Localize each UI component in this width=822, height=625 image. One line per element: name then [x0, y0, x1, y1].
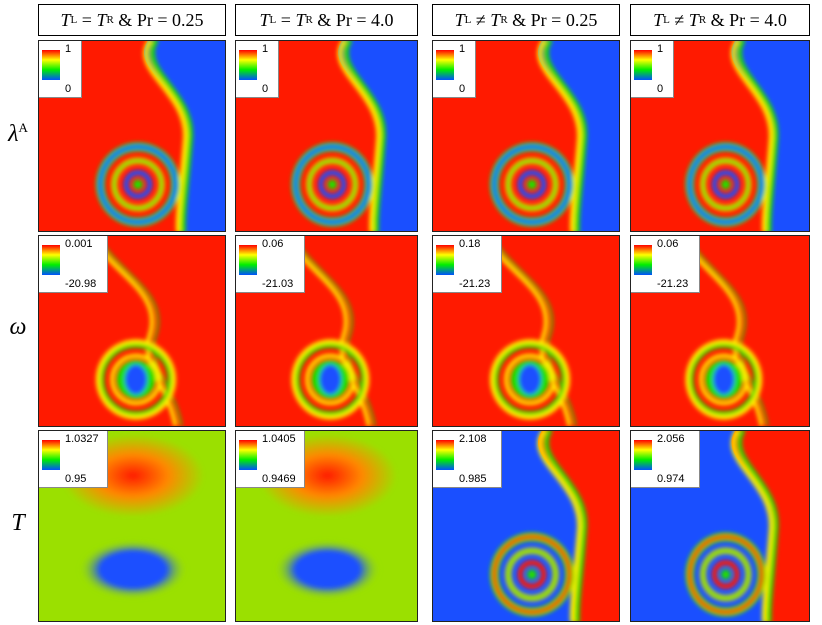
colorbar — [634, 245, 652, 275]
colorbar-min-label: 0.95 — [65, 473, 87, 485]
colorbar — [634, 50, 652, 80]
panel-temperature-col4: 2.056 0.974 — [630, 430, 810, 622]
colorbar-max-label: 2.056 — [657, 433, 685, 445]
colorbar — [634, 440, 652, 470]
colorbar-min-label: -21.23 — [657, 278, 689, 290]
colorbar-max-label: 0.18 — [459, 238, 481, 250]
colorbar-min-label: 0.9469 — [262, 473, 296, 485]
colorbar-min-label: 0 — [65, 83, 72, 95]
colorbar-min-label: -20.98 — [65, 278, 97, 290]
row-label-temperature: T — [11, 510, 25, 536]
colorbar-legend: 2.108 0.985 — [433, 431, 502, 488]
colorbar-min-label: 0 — [657, 83, 664, 95]
colorbar-min-label: 0 — [262, 83, 269, 95]
panel-temperature-col2: 1.0405 0.9469 — [235, 430, 418, 622]
colorbar-min-label: -21.03 — [262, 278, 294, 290]
colorbar-min-label: 0.974 — [657, 473, 685, 485]
colorbar-max-label: 1.0405 — [262, 433, 296, 445]
colorbar-max-label: 1 — [657, 43, 664, 55]
row-label-omega: ω — [9, 314, 27, 340]
colorbar-max-label: 1 — [65, 43, 72, 55]
colorbar — [239, 50, 257, 80]
colorbar — [436, 440, 454, 470]
colorbar-legend: 0.06 -21.23 — [631, 236, 700, 293]
colorbar — [42, 50, 60, 80]
colorbar-max-label: 1 — [459, 43, 466, 55]
colorbar-min-label: 0.985 — [459, 473, 487, 485]
colorbar-legend: 0.001 -20.98 — [39, 236, 108, 293]
colorbar-legend: 0.18 -21.23 — [433, 236, 502, 293]
panel-omega-col4: 0.06 -21.23 — [630, 235, 810, 427]
colorbar-legend: 0.06 -21.03 — [236, 236, 305, 293]
colorbar-max-label: 1.0327 — [65, 433, 99, 445]
colorbar — [436, 50, 454, 80]
colorbar-min-label: -21.23 — [459, 278, 491, 290]
panel-omega-col1: 0.001 -20.98 — [38, 235, 226, 427]
panel-temperature-col3: 2.108 0.985 — [432, 430, 620, 622]
panel-omega-col2: 0.06 -21.03 — [235, 235, 418, 427]
colorbar-max-label: 0.06 — [657, 238, 679, 250]
colorbar-legend: 2.056 0.974 — [631, 431, 700, 488]
colorbar — [239, 245, 257, 275]
colorbar-min-label: 0 — [459, 83, 466, 95]
row-label-lambda: λA — [8, 120, 28, 147]
colorbar-legend: 1.0405 0.9469 — [236, 431, 305, 488]
colorbar-max-label: 1 — [262, 43, 269, 55]
colorbar — [436, 245, 454, 275]
colorbar-max-label: 0.06 — [262, 238, 284, 250]
colorbar-legend: 1.0327 0.95 — [39, 431, 108, 488]
colorbar — [42, 245, 60, 275]
colorbar — [42, 440, 60, 470]
colorbar-max-label: 2.108 — [459, 433, 487, 445]
colorbar — [239, 440, 257, 470]
colorbar-max-label: 0.001 — [65, 238, 93, 250]
panel-temperature-col1: 1.0327 0.95 — [38, 430, 226, 622]
panel-omega-col3: 0.18 -21.23 — [432, 235, 620, 427]
